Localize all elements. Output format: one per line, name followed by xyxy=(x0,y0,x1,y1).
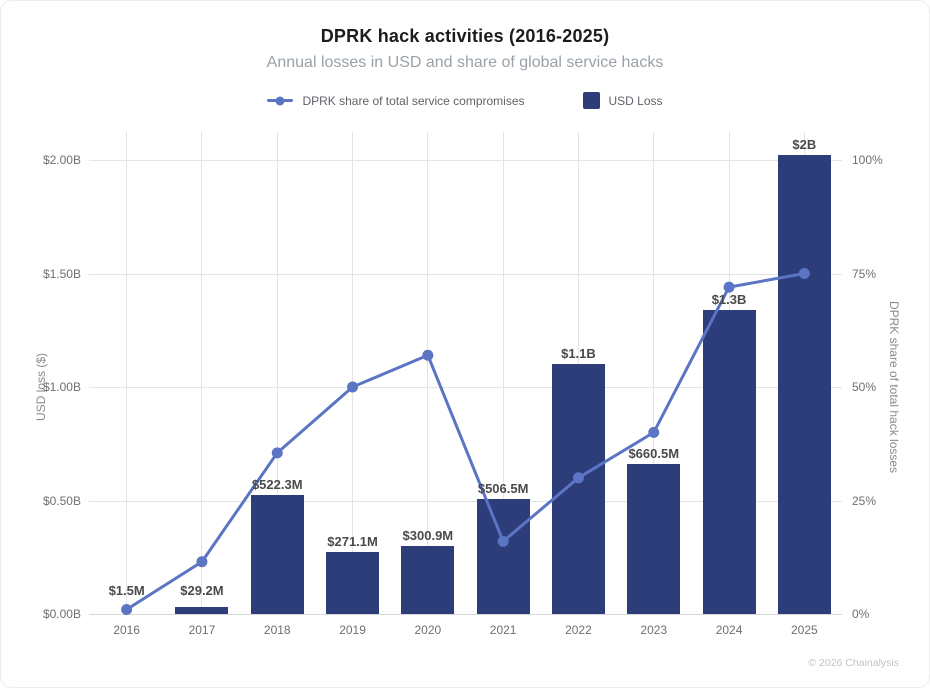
bar-value-label-2022: $1.1B xyxy=(561,346,596,362)
copyright-notice: © 2026 Chainalysis xyxy=(808,657,899,669)
vertical-gridline xyxy=(427,132,429,614)
bar-series-marker-icon xyxy=(582,92,600,109)
x-axis-label-2024: 2024 xyxy=(715,623,743,637)
vertical-gridline xyxy=(653,132,655,614)
right-axis-tick-labels: 100% 75% 50% 25% 0% xyxy=(844,153,914,621)
left-axis-tick-label: $0.00B xyxy=(42,607,81,621)
line-point-2017[interactable] xyxy=(196,556,208,568)
left-axis-tick-label: $2.00B xyxy=(42,153,81,167)
right-axis-tick-label: 100% xyxy=(852,153,883,167)
horizontal-gridline xyxy=(89,387,842,388)
line-point-2023[interactable] xyxy=(648,426,660,438)
x-axis-label-2022: 2022 xyxy=(565,623,592,637)
vertical-gridline xyxy=(201,132,203,614)
bar-value-label-2020: $300.9M xyxy=(402,527,454,543)
x-axis-label-2021: 2021 xyxy=(489,623,517,637)
bar-value-label-2016: $1.5M xyxy=(108,583,145,598)
legend-bar-series-label: USD Loss xyxy=(608,93,663,108)
vertical-gridline xyxy=(126,132,128,614)
vertical-gridline xyxy=(276,132,278,614)
vertical-gridline xyxy=(352,132,354,614)
bar-value-label-2024: $1.3B xyxy=(711,291,747,307)
left-axis-tick-label: $0.50B xyxy=(42,493,81,508)
right-axis-tick-label: 75% xyxy=(852,266,877,281)
x-axis-label-2023: 2023 xyxy=(640,623,668,637)
legend-item-bar-series[interactable]: USD Loss xyxy=(582,92,663,109)
bar-value-label-2021: $506.5M xyxy=(477,481,529,497)
usd-loss-bar-2021[interactable] xyxy=(476,499,530,614)
x-axis-label-2019: 2019 xyxy=(339,623,366,637)
plot-area: $1.5M 2016 $29.2M 2017 $522.3M 2018 $271.1M 201… xyxy=(89,132,842,637)
bar-value-label-2025: $2B xyxy=(792,137,817,153)
right-axis-tick-label: 25% xyxy=(852,493,877,508)
usd-loss-bar-2017[interactable] xyxy=(175,607,229,614)
bar-value-label-2019: $271.1M xyxy=(327,534,378,550)
line-point-2024[interactable] xyxy=(723,281,735,293)
line-point-2019[interactable] xyxy=(347,381,359,393)
line-point-2018[interactable] xyxy=(271,447,283,459)
chart-title: DPRK hack activities (2016-2025) xyxy=(320,26,610,46)
usd-loss-bar-2018[interactable] xyxy=(250,495,304,614)
line-series-path xyxy=(125,272,806,611)
bar-value-label-2018: $522.3M xyxy=(251,477,303,493)
horizontal-gridline xyxy=(89,160,842,161)
x-axis-label-2018: 2018 xyxy=(263,623,291,637)
legend-item-line-series[interactable]: DPRK share of total service compromises xyxy=(267,93,525,108)
line-point-2016[interactable] xyxy=(121,603,133,615)
right-axis-tick-label: 50% xyxy=(852,380,877,394)
usd-loss-bar-2019[interactable] xyxy=(326,552,380,614)
left-axis-tick-label: $1.00B xyxy=(42,380,81,394)
x-axis-line xyxy=(89,614,842,615)
bar-value-label-2017: $29.2M xyxy=(180,583,224,598)
left-axis-tick-labels: $2.00B $1.50B $1.00B $0.50B $0.00B xyxy=(1,153,89,621)
horizontal-gridline xyxy=(89,500,842,502)
line-point-2020[interactable] xyxy=(422,349,434,361)
bar-value-label-2023: $660.5M xyxy=(628,446,680,462)
x-axis-label-2016: 2016 xyxy=(113,623,140,637)
x-axis-label-2025: 2025 xyxy=(790,623,818,637)
line-point-2022[interactable] xyxy=(572,472,584,484)
line-point-2021[interactable] xyxy=(497,535,509,547)
line-point-2025[interactable] xyxy=(798,268,810,279)
legend: DPRK share of total service compromises … xyxy=(1,92,929,109)
usd-loss-bar-2023[interactable] xyxy=(627,464,681,614)
vertical-gridline xyxy=(502,132,504,614)
line-series-marker-icon xyxy=(267,96,294,105)
usd-loss-bar-2022[interactable] xyxy=(551,364,605,614)
chart-subtitle: Annual losses in USD and share of global… xyxy=(266,54,664,71)
x-axis-label-2020: 2020 xyxy=(414,623,442,637)
legend-line-series-label: DPRK share of total service compromises xyxy=(302,93,525,108)
x-axis-label-2017: 2017 xyxy=(188,623,216,637)
usd-loss-bar-2025[interactable] xyxy=(777,155,831,614)
right-axis-tick-label: 0% xyxy=(852,607,870,621)
usd-loss-bar-2024[interactable] xyxy=(702,309,756,614)
dprk-share-line-series xyxy=(121,268,810,615)
horizontal-gridline xyxy=(89,273,842,275)
usd-loss-bar-2020[interactable] xyxy=(401,545,455,614)
left-axis-tick-label: $1.50B xyxy=(42,266,81,281)
